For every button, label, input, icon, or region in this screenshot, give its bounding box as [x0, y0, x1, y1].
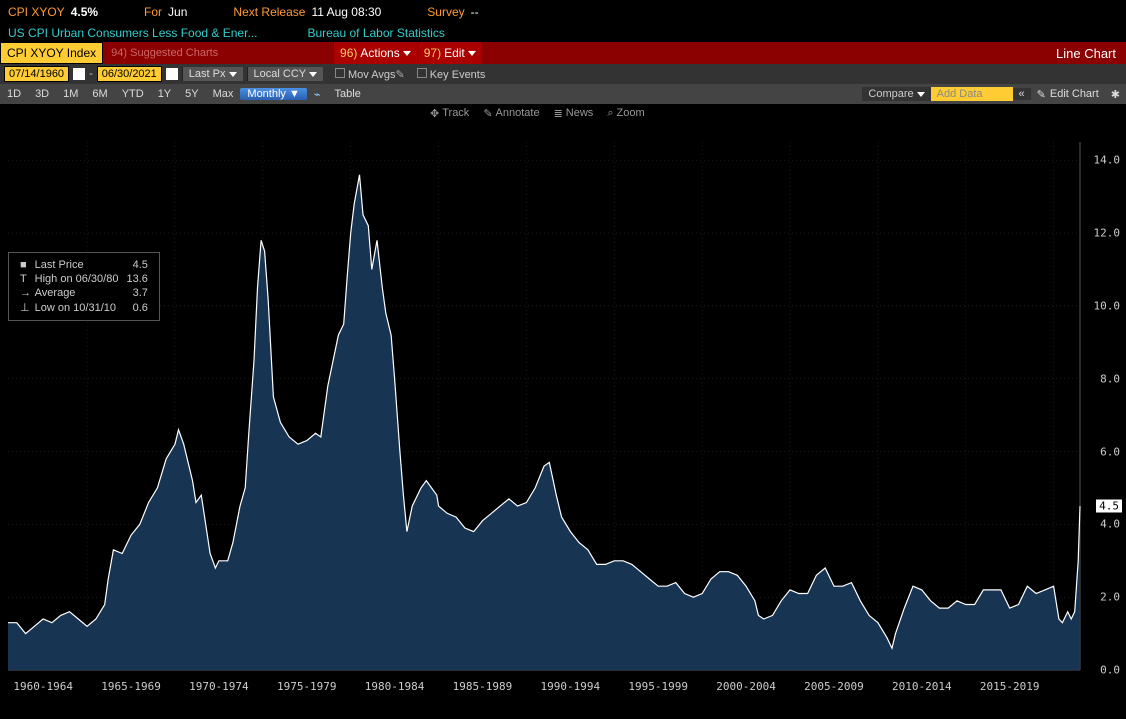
checkbox-icon: [335, 68, 345, 78]
start-date-input[interactable]: 07/14/1960: [4, 66, 69, 82]
y-axis-tick: 6.0: [1100, 445, 1120, 458]
x-axis-tick: 2005-2009: [804, 680, 864, 693]
chart-type-label: Line Chart: [1056, 46, 1116, 61]
table-button[interactable]: Table: [328, 88, 368, 100]
description-row: US CPI Urban Consumers Less Food & Ener.…: [0, 24, 1126, 42]
news-tool[interactable]: ≣ News: [554, 106, 594, 120]
current-value: 4.5%: [71, 5, 98, 19]
x-axis-tick: 2000-2004: [716, 680, 776, 693]
y-axis-tick: 14.0: [1094, 154, 1121, 167]
annotate-tool[interactable]: ✎ Annotate: [483, 106, 539, 120]
next-release-date: 11 Aug 08:30: [311, 5, 381, 19]
end-date-input[interactable]: 06/30/2021: [97, 66, 162, 82]
x-axis-tick: 1985-1989: [453, 680, 513, 693]
chart-style-button[interactable]: ⌁: [307, 88, 328, 101]
last-px-dropdown[interactable]: Last Px: [182, 67, 243, 81]
price-chart: [0, 122, 1126, 697]
x-axis-tick: 1995-1999: [628, 680, 688, 693]
x-axis-tick: 1990-1994: [541, 680, 601, 693]
compare-dropdown[interactable]: Compare: [862, 87, 930, 101]
data-source: Bureau of Labor Statistics: [307, 26, 444, 40]
range-1m[interactable]: 1M: [56, 88, 85, 100]
mov-avgs-toggle[interactable]: Mov Avgs✎: [335, 68, 405, 81]
y-axis-tick: 12.0: [1094, 227, 1121, 240]
track-tool[interactable]: ✥ Track: [430, 106, 469, 120]
for-label: For: [144, 5, 162, 19]
chart-area[interactable]: ■Last Price4.5 THigh on 06/30/8013.6 →Av…: [0, 122, 1126, 697]
range-1d[interactable]: 1D: [0, 88, 28, 100]
calendar-icon[interactable]: [73, 68, 85, 80]
chevron-down-icon: [917, 92, 925, 97]
x-axis-tick: 1975-1979: [277, 680, 337, 693]
range-ytd[interactable]: YTD: [115, 88, 151, 100]
y-axis-tick: 10.0: [1094, 299, 1121, 312]
chevron-down-icon: [229, 72, 237, 77]
header-row-1: CPI XYOY 4.5% For Jun Next Release 11 Au…: [0, 0, 1126, 24]
y-axis-tick: 8.0: [1100, 372, 1120, 385]
survey-value: --: [471, 5, 479, 19]
y-axis-tick: 4.0: [1100, 518, 1120, 531]
y-axis-tick: 2.0: [1100, 591, 1120, 604]
range-6m[interactable]: 6M: [85, 88, 114, 100]
settings-bar: 07/14/1960 - 06/30/2021 Last Px Local CC…: [0, 64, 1126, 84]
range-5y[interactable]: 5Y: [178, 88, 205, 100]
range-toolbar: 1D3D1M6MYTD1Y5YMax Monthly ▼ ⌁ Table Com…: [0, 84, 1126, 104]
checkbox-icon: [417, 68, 427, 78]
edit-menu[interactable]: 97) Edit: [417, 42, 482, 64]
range-1y[interactable]: 1Y: [151, 88, 178, 100]
current-value-marker: 4.5: [1096, 500, 1122, 513]
add-data-input[interactable]: Add Data: [931, 87, 1013, 101]
key-events-toggle[interactable]: Key Events: [417, 68, 486, 81]
x-axis-tick: 1965-1969: [101, 680, 161, 693]
chevron-down-icon: [403, 51, 411, 56]
pencil-icon: ✎: [396, 69, 405, 81]
pencil-icon: ✎: [1037, 88, 1046, 101]
range-max[interactable]: Max: [206, 88, 241, 100]
survey-label: Survey: [427, 5, 464, 19]
x-axis-tick: 2010-2014: [892, 680, 952, 693]
next-release-label: Next Release: [233, 5, 305, 19]
zoom-tool[interactable]: ⌕ Zoom: [607, 106, 644, 120]
suggested-charts-button[interactable]: 94) Suggested Charts: [111, 47, 218, 59]
x-axis-tick: 1970-1974: [189, 680, 249, 693]
settings-button[interactable]: ✱: [1105, 88, 1126, 101]
period-dropdown[interactable]: Monthly ▼: [240, 88, 306, 100]
collapse-button[interactable]: «: [1013, 88, 1031, 100]
chevron-down-icon: [309, 72, 317, 77]
legend-box: ■Last Price4.5 THigh on 06/30/8013.6 →Av…: [8, 252, 160, 321]
ticker: CPI XYOY: [8, 5, 65, 19]
function-bar: CPI XYOY Index 94) Suggested Charts 96) …: [0, 42, 1126, 64]
series-description: US CPI Urban Consumers Less Food & Ener.…: [8, 26, 257, 40]
x-axis-tick: 1960-1964: [13, 680, 73, 693]
period: Jun: [168, 5, 187, 19]
calendar-icon[interactable]: [166, 68, 178, 80]
x-axis-tick: 2015-2019: [980, 680, 1040, 693]
edit-chart-button[interactable]: ✎Edit Chart: [1031, 88, 1105, 101]
y-axis-tick: 0.0: [1100, 664, 1120, 677]
chevron-down-icon: [468, 51, 476, 56]
ccy-dropdown[interactable]: Local CCY: [247, 67, 323, 81]
range-3d[interactable]: 3D: [28, 88, 56, 100]
x-axis-tick: 1980-1984: [365, 680, 425, 693]
chart-tools: ✥ Track ✎ Annotate ≣ News ⌕ Zoom: [0, 104, 1126, 122]
index-input[interactable]: CPI XYOY Index: [0, 42, 103, 64]
actions-menu[interactable]: 96) Actions: [333, 42, 417, 64]
